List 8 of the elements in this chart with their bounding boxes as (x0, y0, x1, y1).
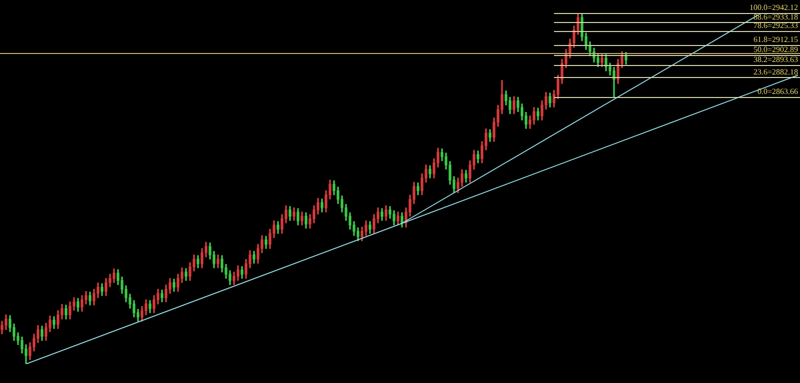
annotation: 50.0=2902.89 (753, 44, 798, 54)
annotation: 38.2=2893.63 (753, 55, 798, 64)
annotation: 23.6=2882.18 (753, 67, 798, 76)
annotation: 0.0=2863.66 (757, 86, 798, 96)
annotation: 61.8=2912.15 (753, 35, 798, 44)
annotation: 78.6=2925.33 (753, 20, 798, 30)
text: 100.0=2942.12 (749, 3, 798, 12)
annotation: 88.6=2933.18 (753, 12, 798, 22)
